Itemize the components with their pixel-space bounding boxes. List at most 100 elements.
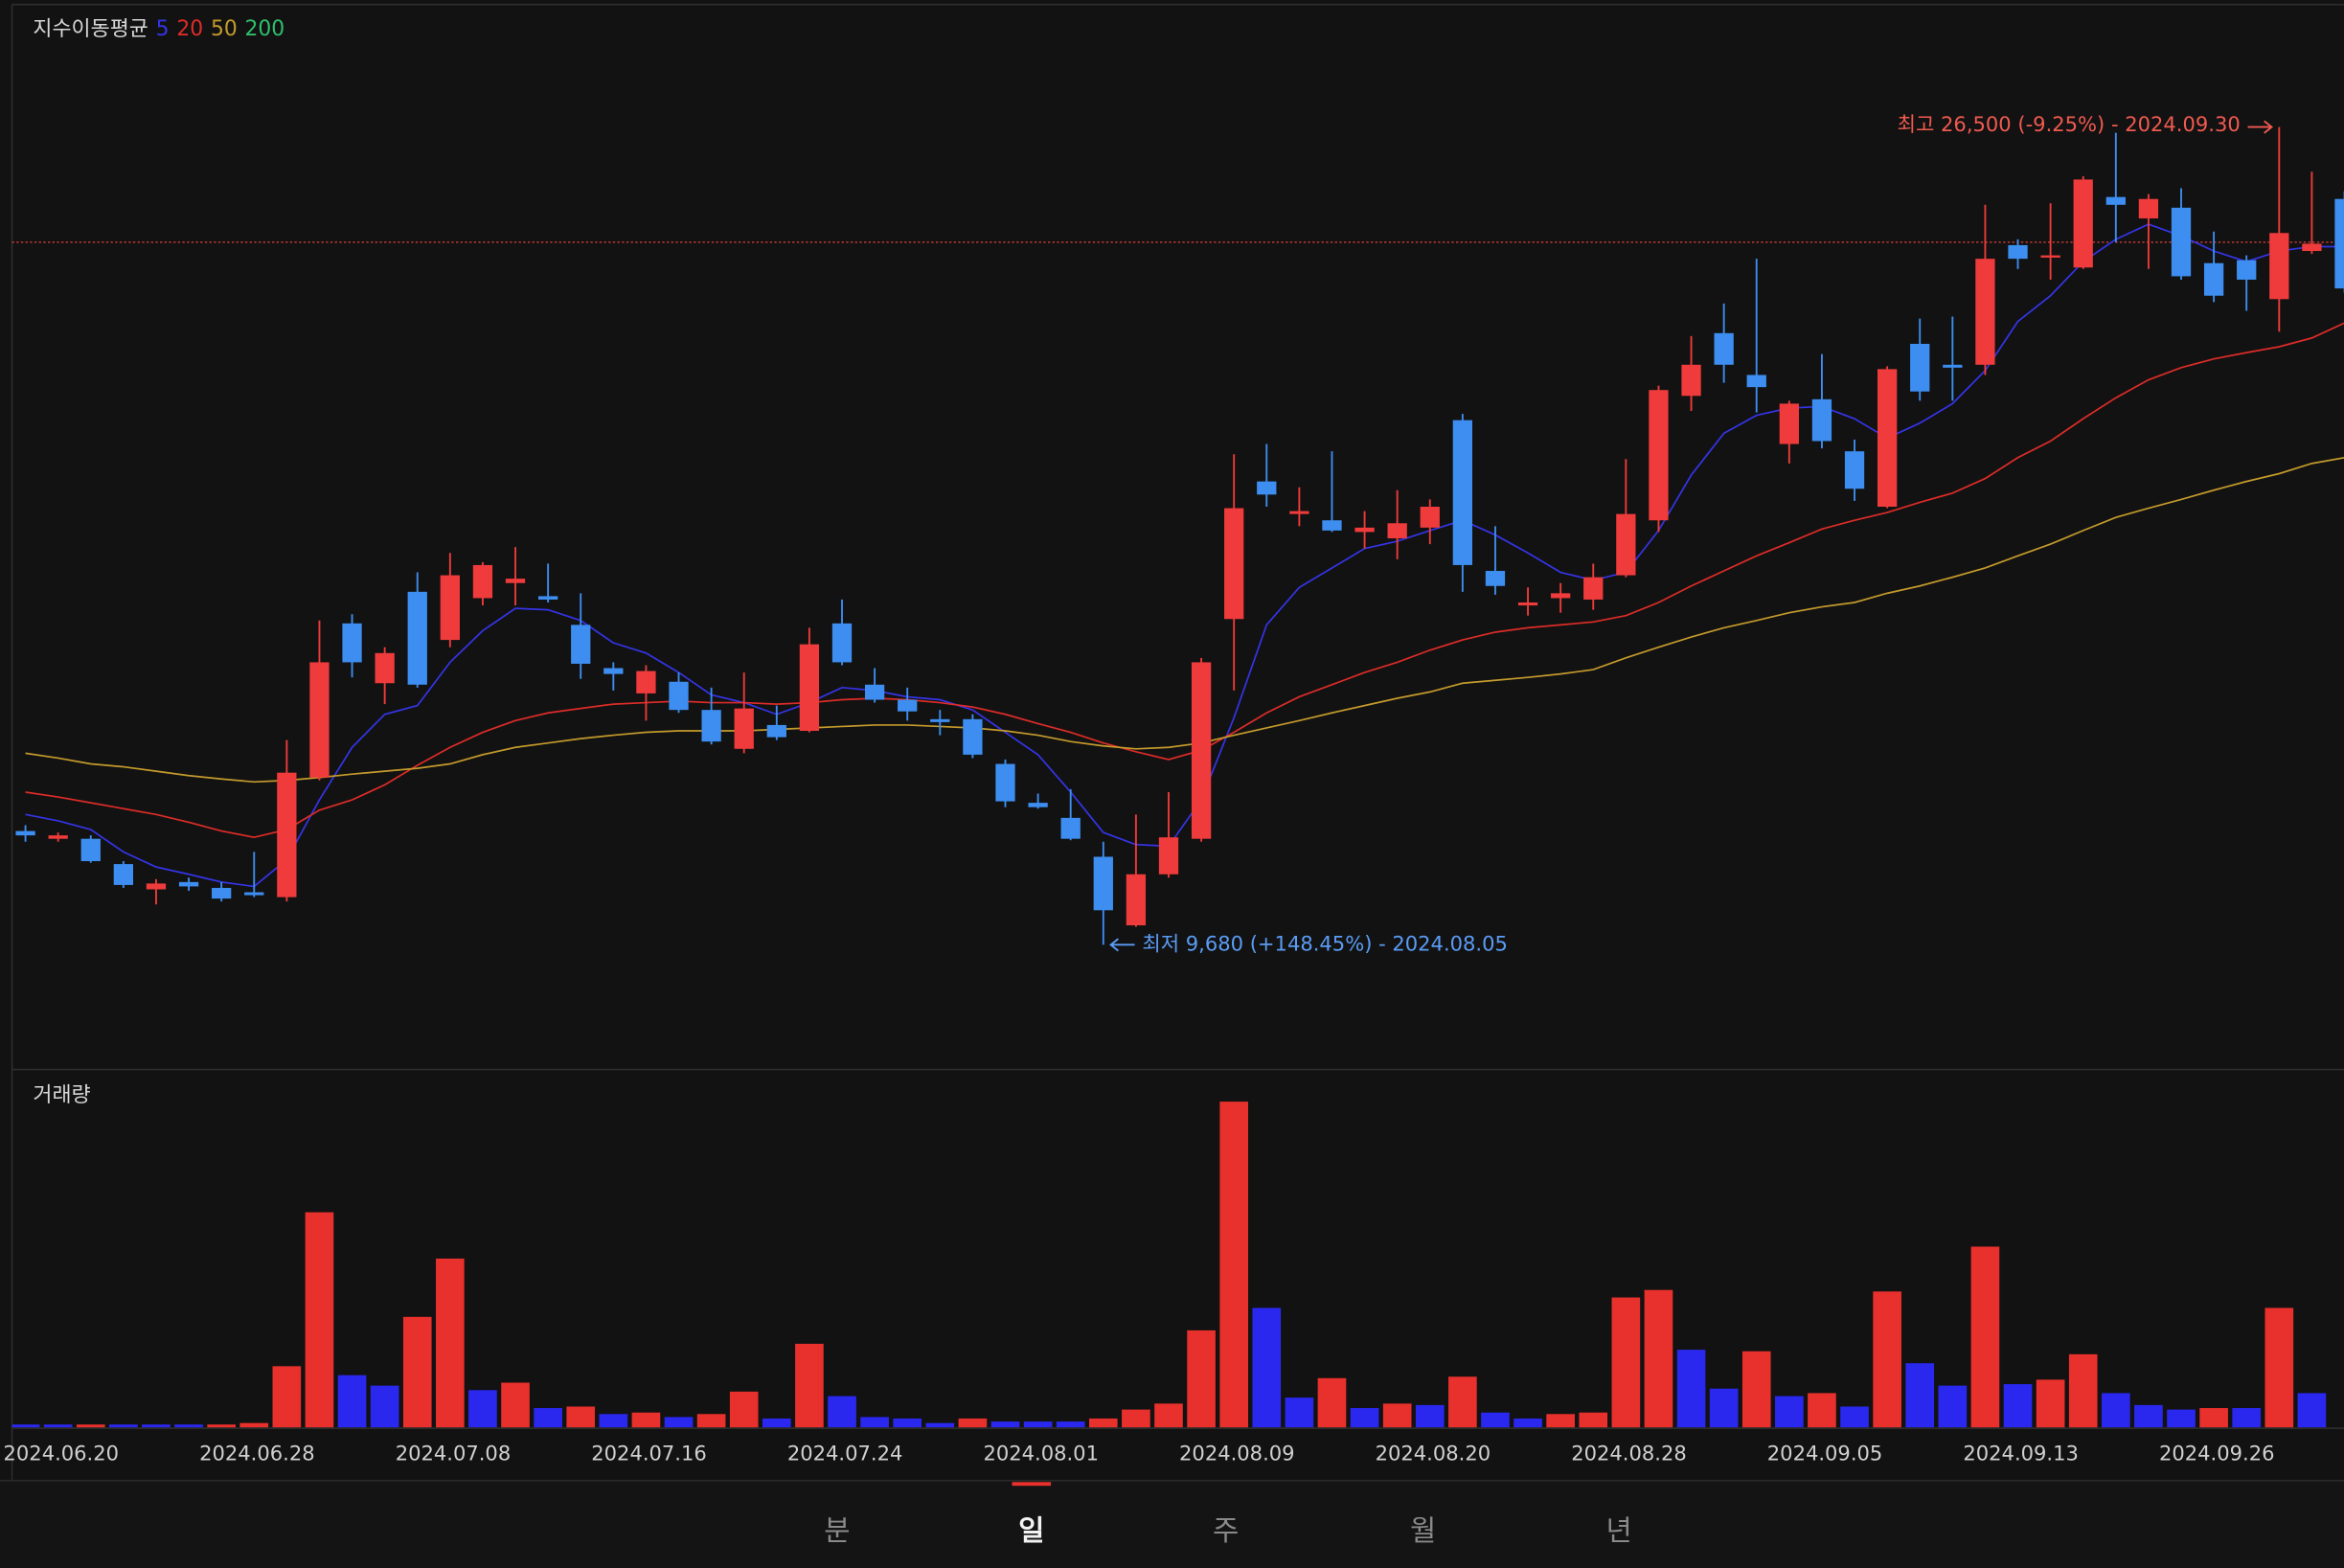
volume-bar	[1350, 1408, 1379, 1428]
volume-bar	[566, 1406, 596, 1428]
candle-body	[1191, 662, 1212, 839]
volume-bar	[1023, 1421, 1053, 1428]
volume-bar	[828, 1396, 856, 1428]
volume-bar	[76, 1424, 105, 1428]
candle-body	[1257, 481, 1277, 495]
candle-body	[113, 864, 134, 885]
volume-bar	[1382, 1403, 1412, 1428]
volume-bar	[1676, 1350, 1706, 1428]
candle-body	[1158, 837, 1179, 875]
volume-bar	[370, 1385, 399, 1428]
period-tab[interactable]: 일	[1018, 1513, 1044, 1547]
volume-bar	[2101, 1393, 2130, 1428]
volume-bar	[958, 1418, 988, 1428]
candle-body	[1746, 375, 1766, 388]
candle-body	[1028, 803, 1048, 807]
candle-body	[799, 644, 820, 732]
x-tick-label: 2024.07.08	[396, 1441, 512, 1465]
candle-body	[2269, 233, 2289, 300]
candle-body	[1354, 527, 1375, 533]
candle-body	[1975, 259, 1995, 365]
volume-bar	[599, 1414, 628, 1428]
volume-bar	[468, 1390, 497, 1428]
volume-bar	[893, 1418, 922, 1428]
volume-bar	[1873, 1291, 1901, 1428]
legend-entry: 20	[176, 17, 203, 41]
candle-body	[1583, 577, 1604, 600]
candle-body	[309, 662, 330, 778]
volume-bar	[501, 1382, 530, 1428]
x-tick-label: 2024.06.20	[4, 1441, 120, 1465]
volume-bar	[1122, 1409, 1150, 1428]
x-tick-label: 2024.09.13	[1963, 1441, 2079, 1465]
candle-body	[80, 838, 101, 862]
volume-bar	[1905, 1363, 1935, 1428]
volume-bar	[696, 1414, 726, 1428]
candle-body	[636, 670, 656, 693]
candle-body	[2334, 198, 2344, 289]
period-tab[interactable]: 월	[1410, 1513, 1436, 1547]
candle-body	[1811, 398, 1832, 442]
candle-body	[2138, 198, 2159, 219]
volume-bar	[1448, 1376, 1477, 1428]
candle-body	[277, 772, 297, 898]
volume-bar	[337, 1375, 367, 1428]
candle-body	[766, 724, 786, 738]
volume-bar	[925, 1422, 955, 1428]
period-tab[interactable]: 주	[1213, 1513, 1239, 1547]
volume-bar	[239, 1422, 269, 1428]
candle-body	[1387, 523, 1407, 539]
x-tick-label: 2024.08.28	[1571, 1441, 1687, 1465]
candle-body	[1322, 520, 1342, 531]
candle-body	[342, 623, 362, 663]
volume-bar	[1056, 1421, 1085, 1428]
price-pane	[11, 126, 2344, 945]
volume-pane	[11, 1102, 2327, 1428]
volume-bar	[305, 1212, 334, 1428]
period-tab[interactable]: 분	[824, 1513, 850, 1547]
candle-body	[440, 575, 460, 641]
volume-bar	[1611, 1297, 1641, 1428]
volume-bar	[762, 1418, 791, 1428]
candle-body	[669, 681, 689, 711]
candle-body	[1551, 593, 1571, 599]
candle-body	[1681, 364, 1701, 397]
candle-body	[831, 623, 853, 663]
volume-bar	[1481, 1412, 1510, 1428]
candle-body	[407, 591, 427, 685]
volume-bar	[2036, 1379, 2065, 1428]
volume-bar	[2003, 1384, 2033, 1428]
volume-bar	[207, 1424, 236, 1428]
period-tab[interactable]: 년	[1605, 1513, 1631, 1547]
x-tick-label: 2024.07.24	[787, 1441, 903, 1465]
x-tick-label: 2024.06.28	[199, 1441, 315, 1465]
volume-bar	[43, 1424, 73, 1428]
candle-body	[963, 718, 983, 755]
candle-body	[537, 596, 558, 600]
candle-body	[898, 699, 918, 712]
candle-body	[505, 579, 526, 583]
volume-bar	[860, 1417, 889, 1428]
x-tick-label: 2024.08.20	[1376, 1441, 1491, 1465]
candle-body	[2008, 244, 2028, 260]
legend: 지수이동평균 5 20 50 200	[33, 17, 284, 41]
candle-body	[930, 718, 950, 722]
candle-body	[178, 881, 199, 887]
candle-body	[2073, 179, 2093, 268]
candle-body	[2237, 260, 2257, 280]
volume-bar	[1513, 1418, 1542, 1428]
candle-body	[1126, 874, 1147, 926]
candle-body	[15, 830, 35, 836]
high-arrow	[2247, 120, 2274, 134]
candle-body	[375, 652, 395, 684]
x-tick-label: 2024.08.09	[1179, 1441, 1295, 1465]
candle-body	[1224, 508, 1244, 620]
volume-bar	[2264, 1307, 2294, 1428]
low-arrow	[1109, 938, 1135, 952]
volume-bar	[109, 1424, 138, 1428]
candle-body	[603, 668, 624, 674]
volume-bar	[1938, 1385, 1968, 1428]
